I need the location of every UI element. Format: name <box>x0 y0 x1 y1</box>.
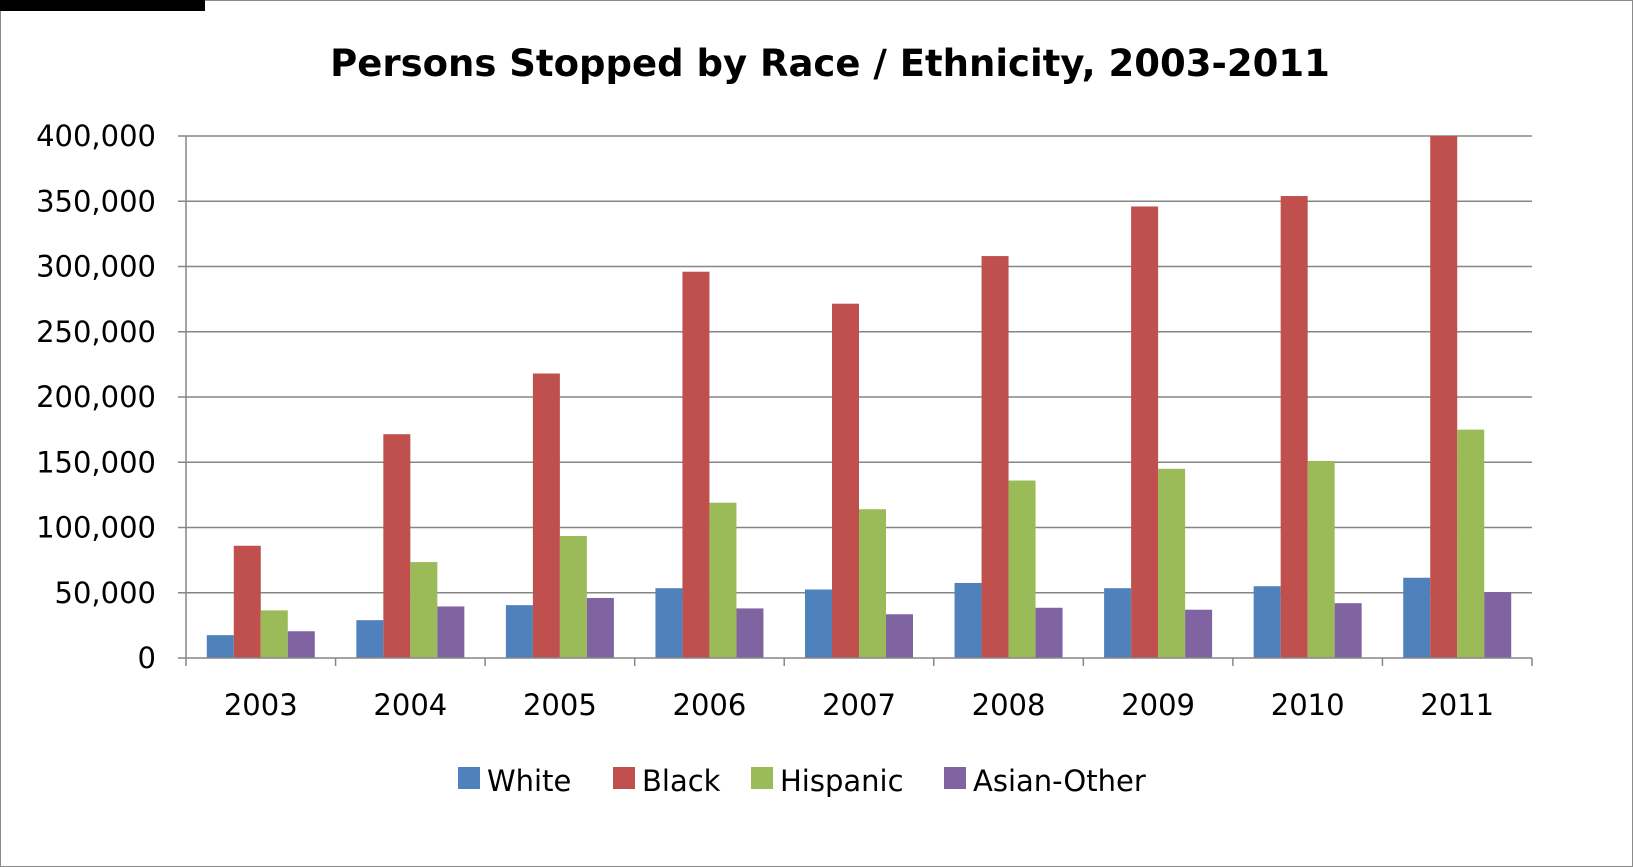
bar-white-2009 <box>1104 588 1132 658</box>
bar-white-2007 <box>805 589 832 658</box>
bar-asian-other-2011 <box>1484 592 1512 658</box>
bar-hispanic-2003 <box>260 610 288 658</box>
bar-white-2008 <box>954 582 982 658</box>
legend-label-asian-other: Asian-Other <box>973 764 1146 798</box>
bar-hispanic-2009 <box>1158 468 1186 658</box>
y-tick-label: 0 <box>138 641 156 675</box>
y-tick-label: 350,000 <box>36 184 156 218</box>
legend-label-hispanic: Hispanic <box>780 764 904 798</box>
bar-asian-other-2004 <box>437 606 465 658</box>
bar-hispanic-2006 <box>709 502 737 658</box>
y-axis-ticks: 0 50,000 100,000 150,000 200,000 250,000 300,0… <box>36 119 186 675</box>
bar-hispanic-2011 <box>1457 429 1485 658</box>
bar-asian-other-2009 <box>1185 609 1213 658</box>
x-tick-label: 2011 <box>1420 688 1494 722</box>
bar-black-2009 <box>1131 206 1159 658</box>
legend-label-white: White <box>487 764 571 798</box>
x-tick-label: 2010 <box>1271 688 1345 722</box>
x-tick-label: 2005 <box>523 688 597 722</box>
x-axis-ticks: 2003 2004 2005 2006 2007 2008 2009 2010 2011 <box>185 658 1533 722</box>
bar-asian-other-2007 <box>886 614 913 658</box>
y-tick-label: 200,000 <box>36 380 156 414</box>
x-tick-label: 2003 <box>224 688 298 722</box>
x-tick-label: 2009 <box>1121 688 1195 722</box>
bar-black-2011 <box>1430 136 1458 658</box>
legend-swatch-black <box>613 767 635 789</box>
x-tick-label: 2008 <box>972 688 1046 722</box>
bar-white-2006 <box>655 588 683 658</box>
x-tick-label: 2004 <box>373 688 447 722</box>
bar-asian-other-2003 <box>287 631 315 658</box>
bar-black-2005 <box>532 373 560 658</box>
bar-white-2003 <box>206 635 234 658</box>
y-tick-label: 300,000 <box>36 250 156 284</box>
bar-asian-other-2008 <box>1035 607 1063 658</box>
x-tick-label: 2007 <box>822 688 896 722</box>
bar-black-2003 <box>233 545 261 658</box>
corner-tab <box>0 0 205 11</box>
bar-white-2011 <box>1403 577 1431 658</box>
y-tick-label: 400,000 <box>36 119 156 153</box>
bar-white-2005 <box>505 605 533 658</box>
y-tick-label: 250,000 <box>36 315 156 349</box>
x-tick-label: 2006 <box>673 688 747 722</box>
bar-hispanic-2005 <box>559 535 587 658</box>
y-tick-label: 50,000 <box>55 576 156 610</box>
legend: White Black Hispanic Asian-Other <box>458 764 1146 798</box>
bar-black-2010 <box>1280 196 1308 658</box>
bar-white-2004 <box>356 620 384 658</box>
bar-asian-other-2005 <box>586 597 614 658</box>
bar-black-2008 <box>981 256 1009 658</box>
bar-black-2006 <box>682 271 710 658</box>
bar-black-2007 <box>832 303 859 658</box>
bar-hispanic-2008 <box>1008 480 1036 658</box>
bars <box>206 136 1512 658</box>
bar-hispanic-2007 <box>859 509 886 658</box>
bar-asian-other-2006 <box>736 608 764 658</box>
bar-black-2004 <box>383 434 411 658</box>
legend-swatch-white <box>458 767 480 789</box>
bar-white-2010 <box>1253 586 1281 658</box>
chart-title: Persons Stopped by Race / Ethnicity, 200… <box>330 42 1330 85</box>
axes <box>185 136 1532 659</box>
legend-swatch-hispanic <box>751 767 773 789</box>
bar-hispanic-2010 <box>1307 460 1335 658</box>
bar-hispanic-2004 <box>410 562 438 658</box>
y-tick-label: 100,000 <box>36 511 156 545</box>
bar-asian-other-2010 <box>1334 603 1362 658</box>
legend-swatch-asian-other <box>944 767 966 789</box>
legend-label-black: Black <box>642 764 721 798</box>
y-tick-label: 150,000 <box>36 445 156 479</box>
